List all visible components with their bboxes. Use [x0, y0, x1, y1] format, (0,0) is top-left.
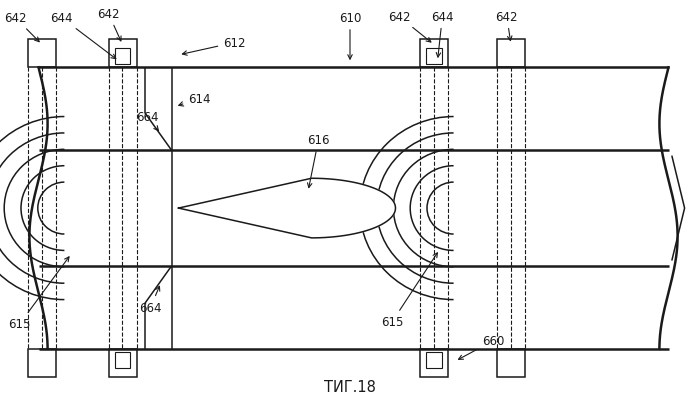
Polygon shape: [178, 179, 396, 238]
Text: 642: 642: [496, 11, 518, 41]
Bar: [108, 349, 136, 377]
Text: 664: 664: [139, 287, 162, 314]
Text: 610: 610: [339, 12, 361, 60]
Text: 644: 644: [50, 12, 116, 59]
Bar: [115, 352, 130, 368]
Text: 642: 642: [4, 12, 39, 43]
Bar: [426, 49, 442, 65]
Bar: [497, 349, 525, 377]
Text: 615: 615: [8, 257, 69, 331]
Text: 642: 642: [388, 11, 431, 43]
Text: ΤИГ.18: ΤИГ.18: [324, 379, 376, 394]
Bar: [28, 349, 56, 377]
Bar: [115, 49, 130, 65]
Bar: [420, 349, 448, 377]
Text: 642: 642: [97, 8, 121, 42]
Text: 614: 614: [178, 93, 211, 107]
Text: 616: 616: [307, 134, 330, 188]
Bar: [497, 40, 525, 68]
Text: 612: 612: [183, 37, 246, 56]
Text: 664: 664: [136, 111, 158, 131]
Text: 644: 644: [431, 11, 454, 58]
Bar: [108, 40, 136, 68]
Text: 660: 660: [458, 334, 505, 359]
Bar: [426, 352, 442, 368]
Bar: [28, 40, 56, 68]
Text: 615: 615: [381, 253, 438, 329]
Bar: [420, 40, 448, 68]
